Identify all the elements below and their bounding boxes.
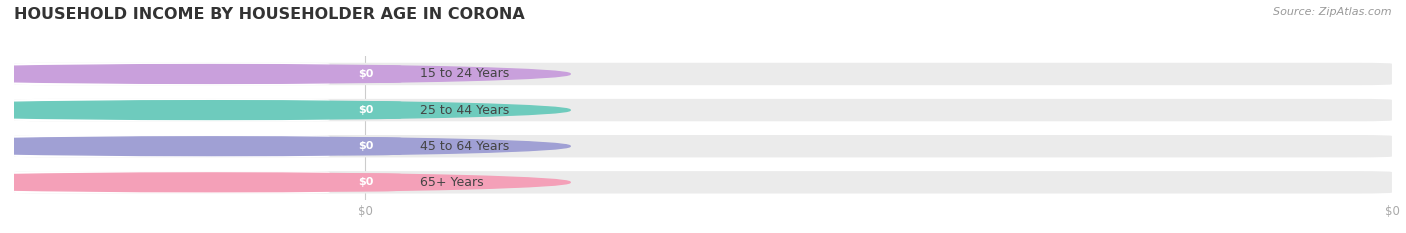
Text: HOUSEHOLD INCOME BY HOUSEHOLDER AGE IN CORONA: HOUSEHOLD INCOME BY HOUSEHOLDER AGE IN C… bbox=[14, 7, 524, 22]
FancyBboxPatch shape bbox=[329, 101, 401, 119]
FancyBboxPatch shape bbox=[14, 171, 1392, 194]
Text: 15 to 24 Years: 15 to 24 Years bbox=[420, 68, 509, 80]
FancyBboxPatch shape bbox=[329, 65, 401, 83]
FancyBboxPatch shape bbox=[14, 99, 1392, 121]
FancyBboxPatch shape bbox=[14, 63, 1392, 85]
Text: $0: $0 bbox=[357, 105, 373, 115]
FancyBboxPatch shape bbox=[14, 99, 329, 121]
Circle shape bbox=[0, 137, 571, 156]
Text: $0: $0 bbox=[357, 141, 373, 151]
Text: 25 to 44 Years: 25 to 44 Years bbox=[420, 104, 509, 116]
FancyBboxPatch shape bbox=[329, 173, 401, 191]
FancyBboxPatch shape bbox=[14, 171, 329, 194]
Circle shape bbox=[0, 101, 571, 120]
FancyBboxPatch shape bbox=[329, 137, 401, 155]
Circle shape bbox=[0, 173, 571, 192]
Text: 65+ Years: 65+ Years bbox=[420, 176, 484, 189]
FancyBboxPatch shape bbox=[14, 135, 329, 158]
Text: $0: $0 bbox=[357, 69, 373, 79]
Text: 45 to 64 Years: 45 to 64 Years bbox=[420, 140, 509, 153]
Text: $0: $0 bbox=[357, 177, 373, 187]
FancyBboxPatch shape bbox=[14, 135, 1392, 158]
FancyBboxPatch shape bbox=[14, 63, 329, 85]
Circle shape bbox=[0, 65, 571, 83]
Text: Source: ZipAtlas.com: Source: ZipAtlas.com bbox=[1274, 7, 1392, 17]
